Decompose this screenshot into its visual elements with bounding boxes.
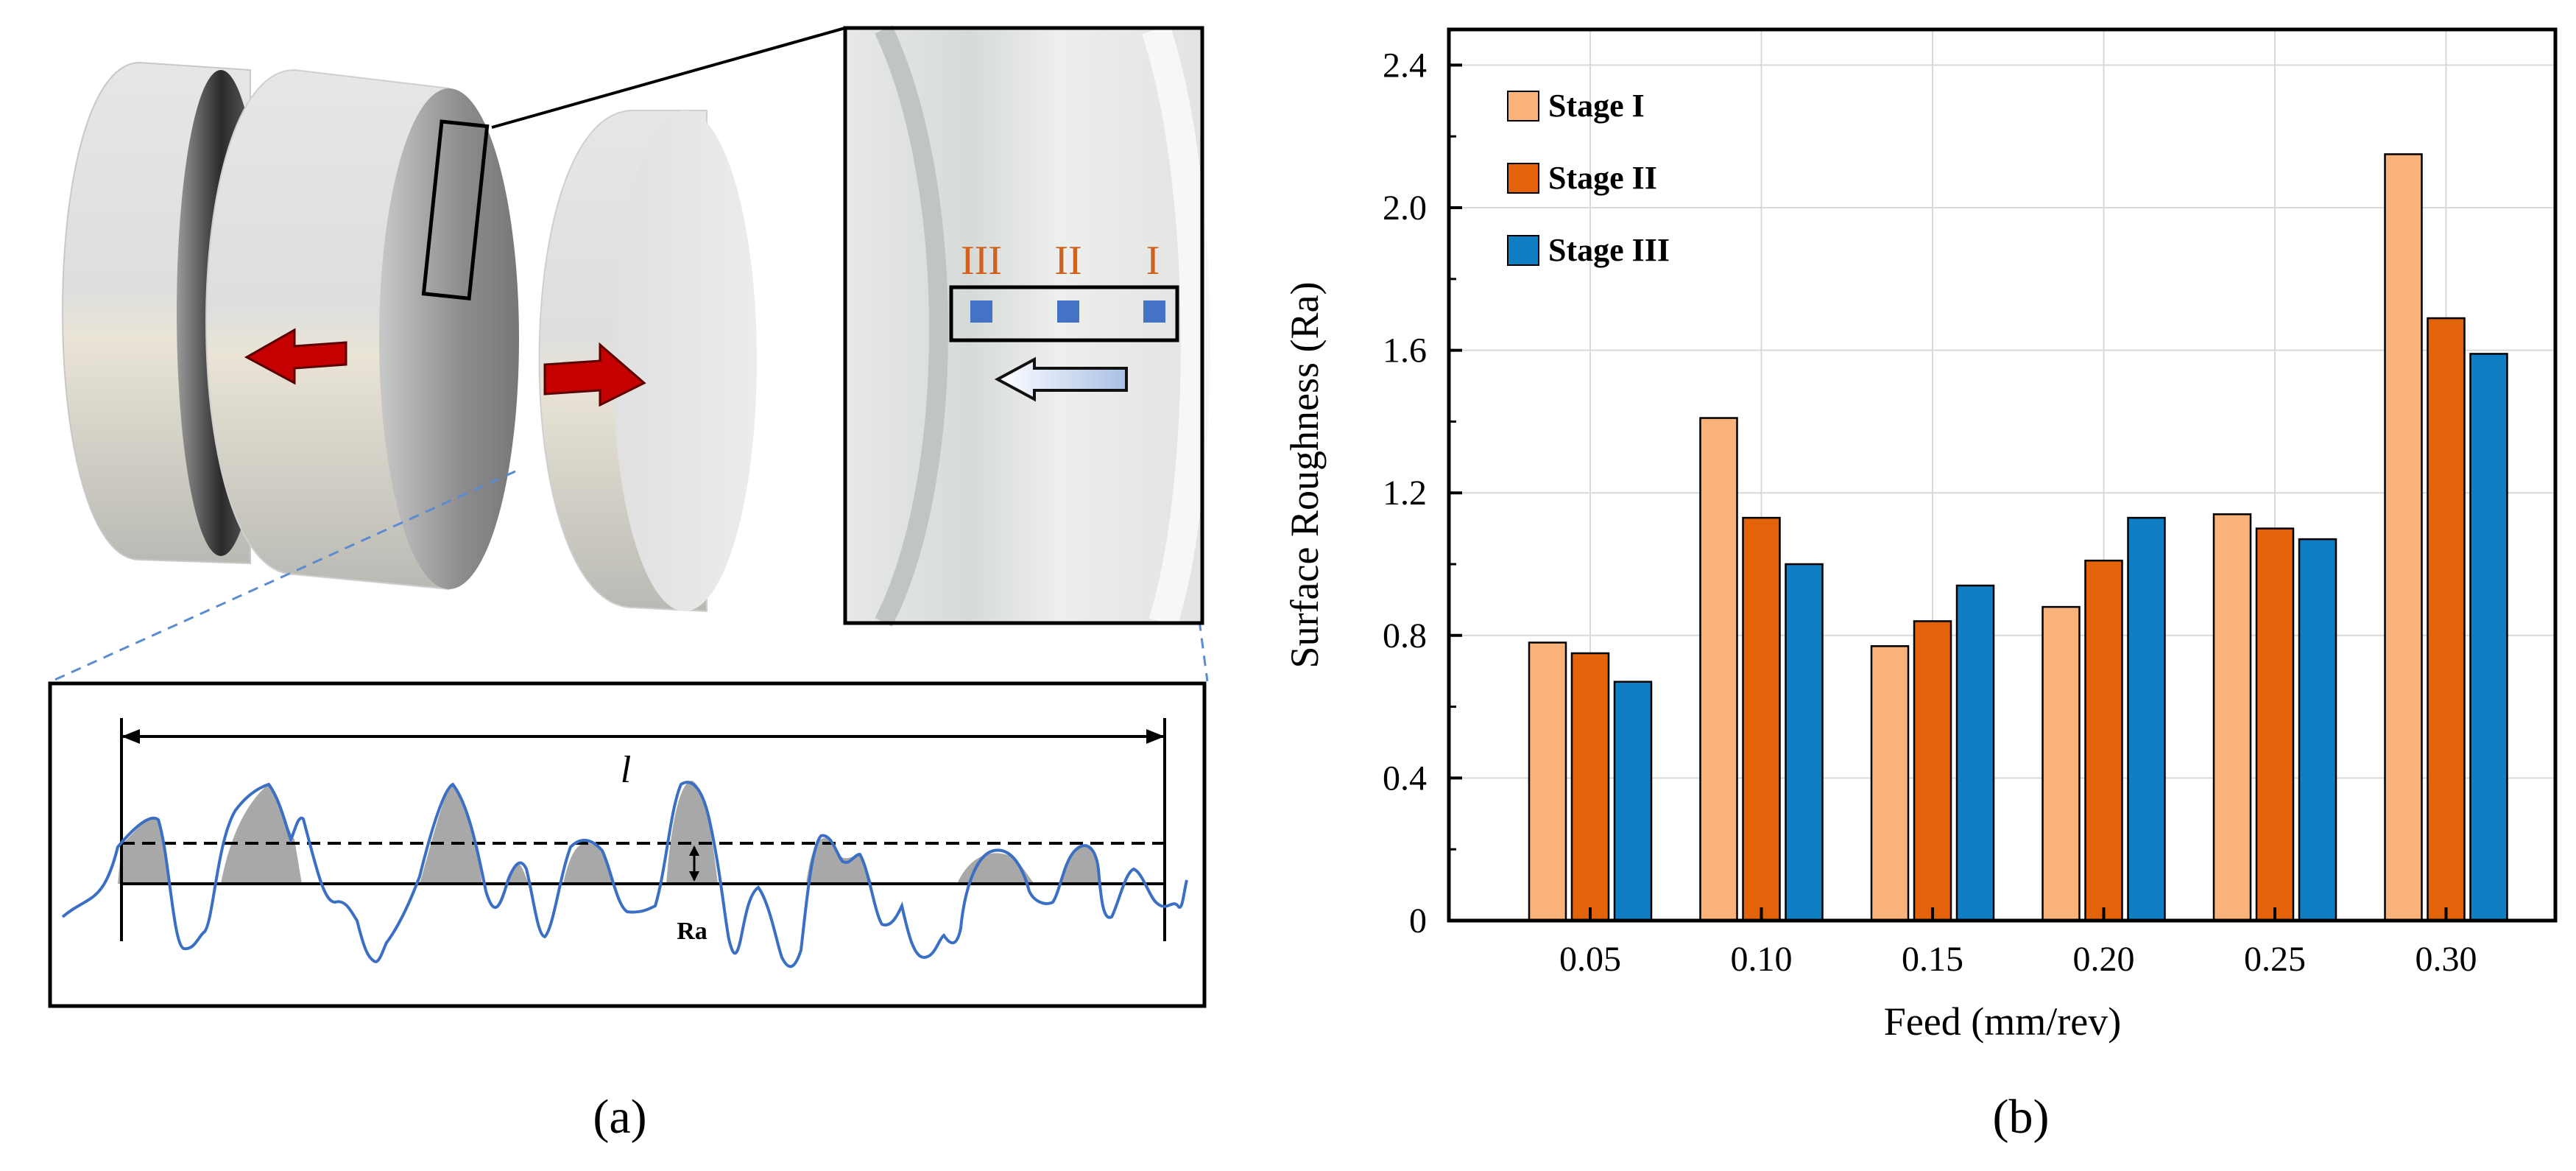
- x-tick-label: 0.10: [1731, 940, 1793, 979]
- measurement-point-II: [1057, 300, 1079, 323]
- y-tick-label: 2.0: [1383, 189, 1427, 228]
- y-tick-label: 0.8: [1383, 616, 1427, 655]
- chart-legend: Stage I Stage II Stage III: [1507, 88, 1670, 268]
- panel-a-label: (a): [593, 1090, 646, 1144]
- legend-label-stage-2: Stage II: [1548, 160, 1657, 196]
- bar-stage-1-feed-0.25: [2212, 513, 2252, 922]
- legend-swatch-stage-1: [1507, 91, 1539, 122]
- chart-bars: [1528, 153, 2508, 922]
- y-tick-label: 1.2: [1383, 474, 1427, 513]
- bar-stage-2-feed-0.10: [1742, 516, 1781, 922]
- zoom-leader-line: [491, 27, 846, 129]
- chart-gridlines: [1449, 29, 2555, 921]
- workpiece-illustration: [62, 61, 757, 613]
- bar-stage-1-feed-0.05: [1528, 641, 1567, 922]
- bar-stage-2-feed-0.15: [1913, 620, 1952, 922]
- stage-label-III: III: [961, 238, 1002, 284]
- y-axis-title: Surface Roughness (Ra): [1282, 282, 1327, 669]
- plot-frame: [1447, 27, 2558, 923]
- bar-stage-1-feed-0.20: [2042, 605, 2081, 922]
- stage-label-II: II: [1054, 238, 1081, 284]
- roughness-profile: l Ra: [48, 681, 1207, 1008]
- right-disc-face: [613, 110, 757, 611]
- bar-stage-1-feed-0.30: [2384, 153, 2423, 922]
- x-axis-title: Feed (mm/rev): [1884, 999, 2121, 1044]
- chart-ticks: 0 0.4 0.8 1.2 1.6 2.0 2.4 0.05 0.10 0.15 0.20 0.25 0…: [1383, 46, 2477, 979]
- measurement-points-box: [949, 285, 1179, 342]
- x-tick-label: 0.25: [2244, 940, 2306, 979]
- bar-stage-3-feed-0.30: [2469, 353, 2508, 922]
- ra-label: Ra: [677, 918, 707, 945]
- surface-profile-curve: [61, 781, 1188, 968]
- legend-swatch-stage-2: [1507, 163, 1539, 194]
- inset-surface-curve: [875, 25, 948, 627]
- x-tick-label: 0.05: [1559, 940, 1621, 979]
- right-motion-arrow-icon: [543, 342, 646, 407]
- central-cylinder-face: [379, 88, 519, 589]
- stage-label-I: I: [1146, 238, 1160, 284]
- bar-stage-3-feed-0.25: [2298, 538, 2337, 922]
- zoom-inset: III II I: [843, 24, 1210, 627]
- x-tick-label: 0.20: [2073, 940, 2135, 979]
- y-tick-label: 2.4: [1383, 46, 1427, 85]
- bar-stage-1-feed-0.15: [1870, 645, 1910, 922]
- legend-swatch-stage-3: [1507, 235, 1539, 266]
- bar-stage-3-feed-0.10: [1785, 563, 1824, 922]
- x-tick-label: 0.15: [1902, 940, 1963, 979]
- bar-chart: 0 0.4 0.8 1.2 1.6 2.0 2.4 0.05 0.10 0.15 0.20 0.25 0…: [1282, 27, 2558, 1044]
- bar-stage-3-feed-0.05: [1613, 681, 1653, 922]
- zoom-region-marker: [421, 119, 490, 300]
- panel-b-label: (b): [1993, 1090, 2050, 1144]
- x-tick-label: 0.30: [2416, 940, 2477, 979]
- legend-label-stage-1: Stage I: [1548, 88, 1645, 124]
- bar-stage-2-feed-0.05: [1570, 652, 1610, 922]
- y-tick-label: 0: [1409, 901, 1427, 940]
- bar-stage-3-feed-0.15: [1955, 584, 1995, 922]
- y-tick-label: 1.6: [1383, 331, 1427, 370]
- measurement-point-III: [970, 300, 992, 323]
- left-motion-arrow-icon: [244, 328, 347, 385]
- feed-direction-arrow-icon: [994, 356, 1128, 402]
- profile-leader-left: [51, 470, 516, 683]
- bar-stage-1-feed-0.10: [1699, 417, 1738, 922]
- bar-stage-2-feed-0.30: [2427, 317, 2466, 922]
- bar-stage-2-feed-0.25: [2255, 527, 2295, 922]
- stage-labels: III II I: [961, 238, 1160, 284]
- legend-label-stage-3: Stage III: [1548, 232, 1670, 268]
- bar-stage-2-feed-0.20: [2084, 559, 2123, 922]
- bar-stage-3-feed-0.20: [2127, 516, 2166, 922]
- y-tick-label: 0.4: [1383, 759, 1427, 798]
- measurement-point-I: [1143, 300, 1165, 323]
- length-symbol: l: [621, 749, 631, 791]
